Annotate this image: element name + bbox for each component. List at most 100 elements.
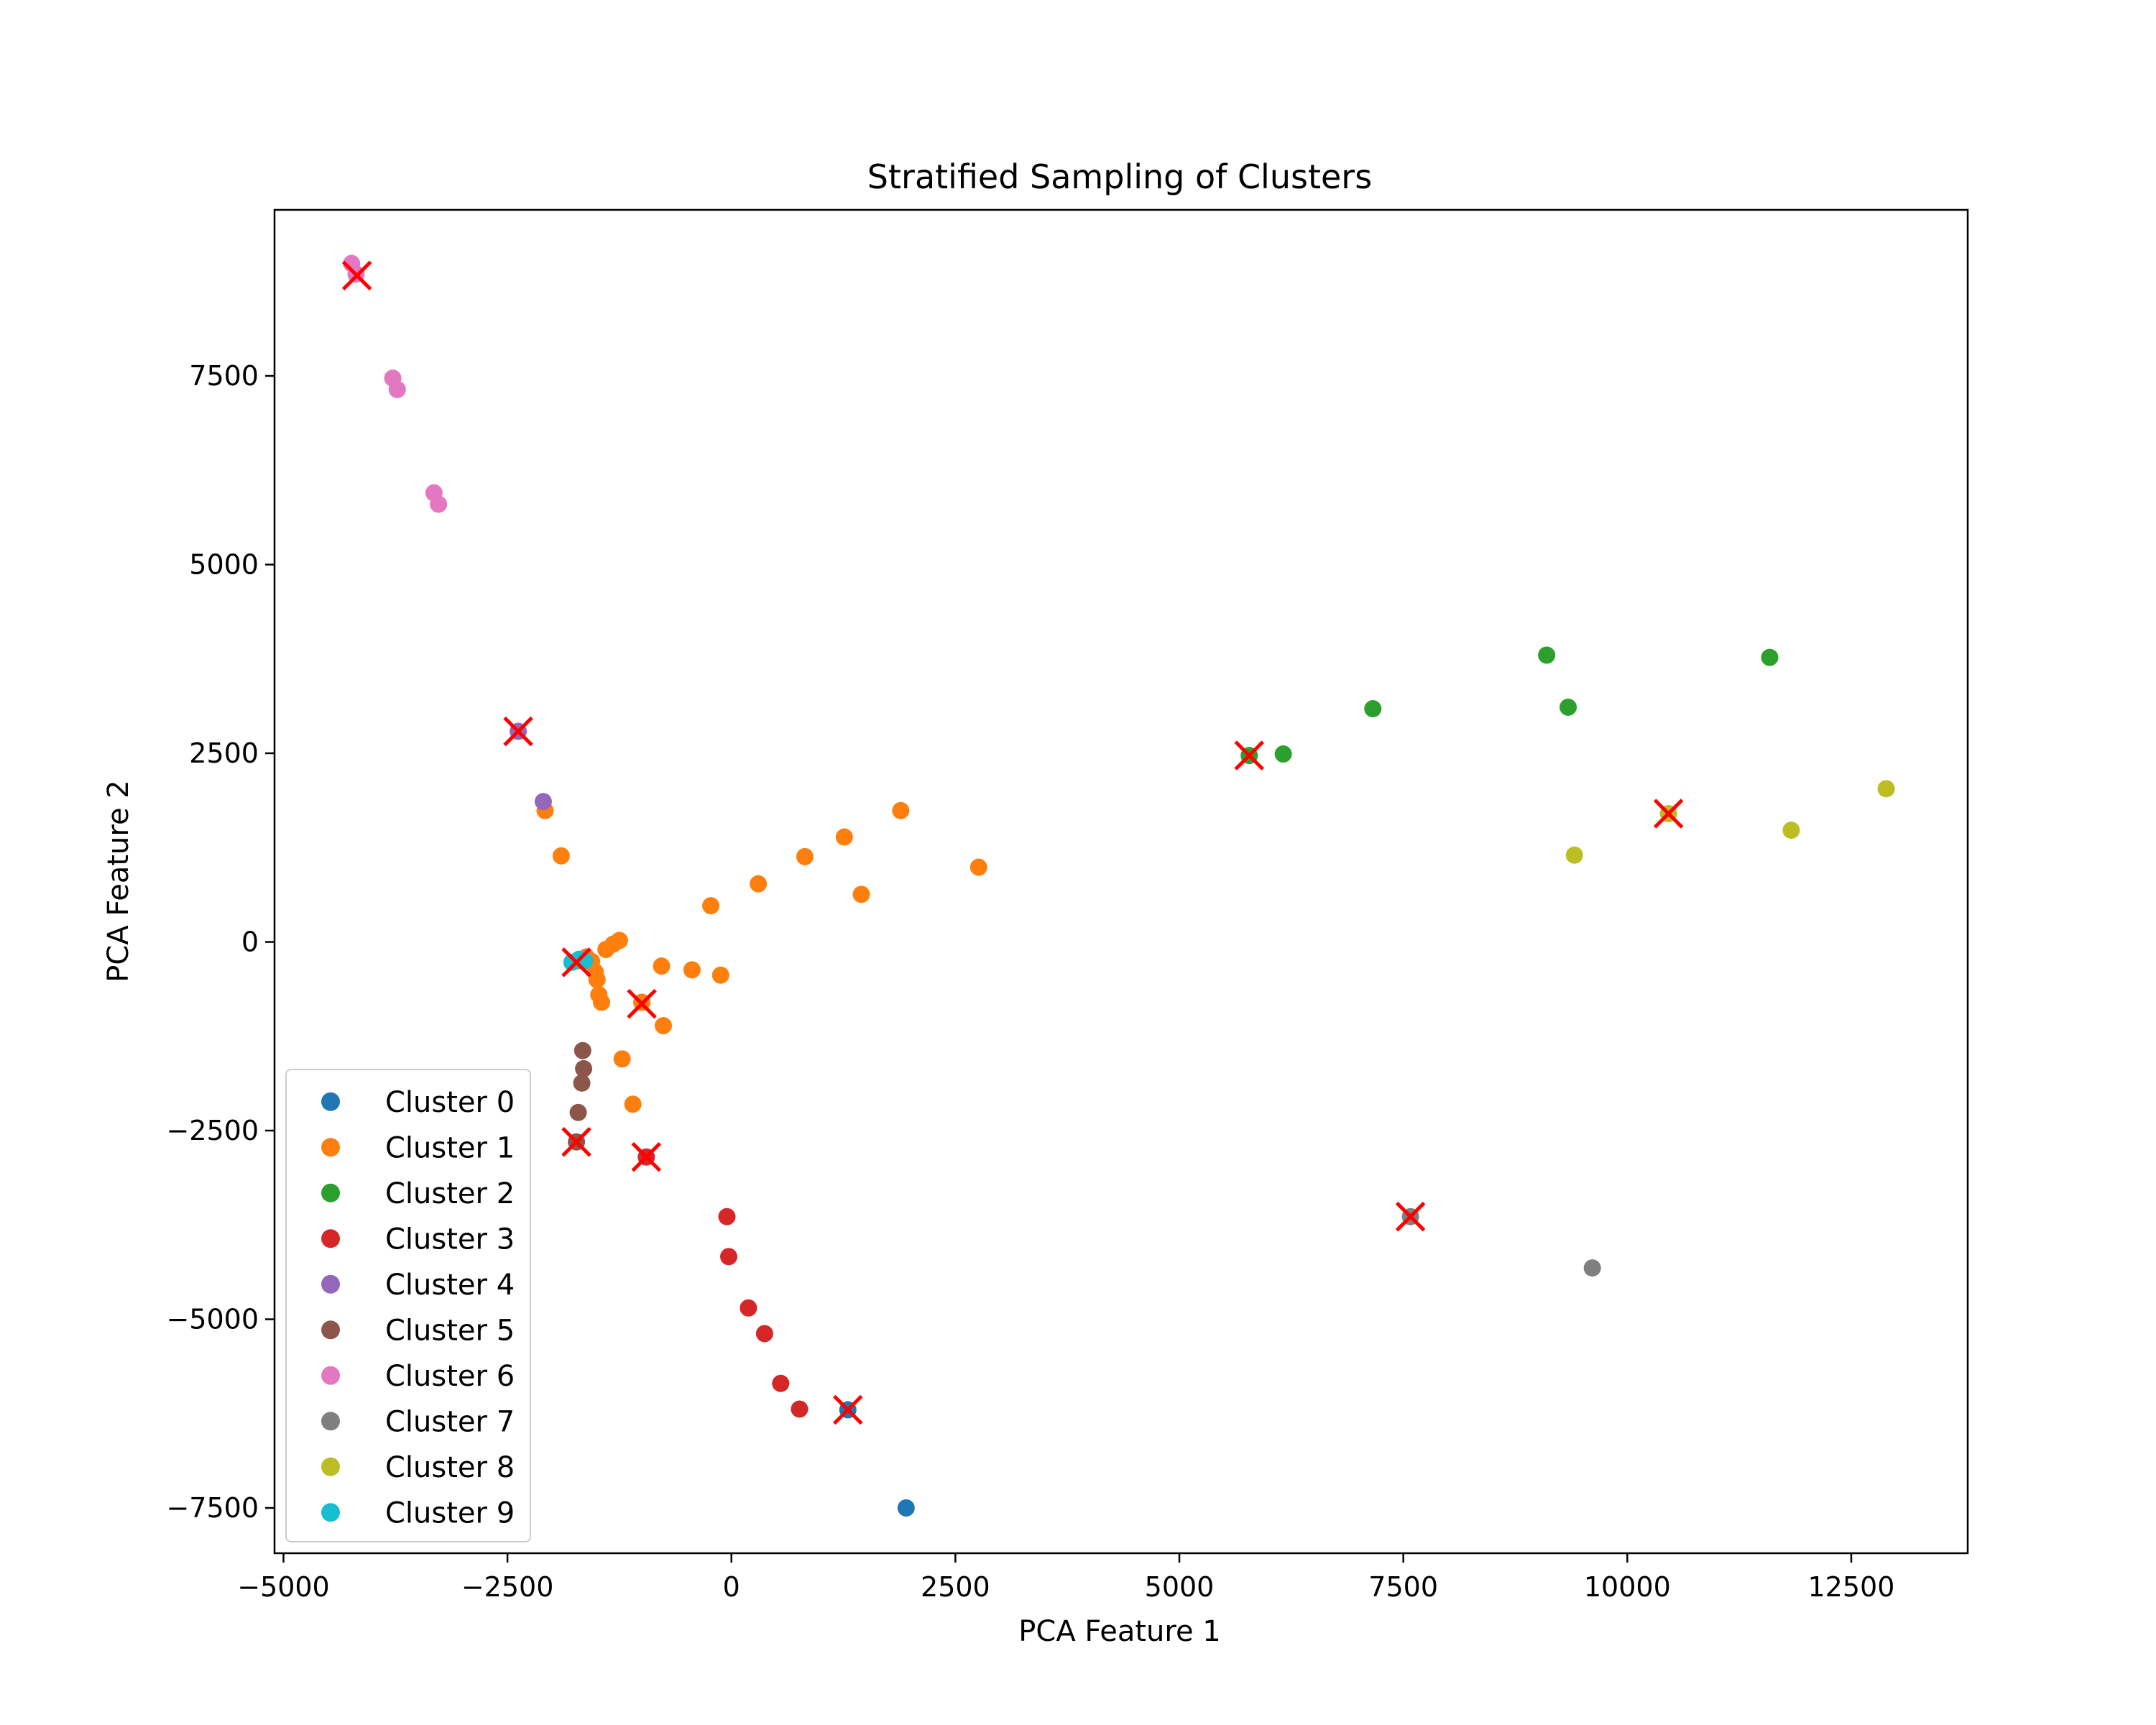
point-cluster-1-24 xyxy=(892,801,910,819)
point-cluster-1-8 xyxy=(592,993,610,1011)
sampled-x-marker-9 xyxy=(1653,799,1684,829)
sampled-markers xyxy=(341,260,1684,1425)
point-cluster-1-11 xyxy=(610,932,628,949)
legend-marker xyxy=(321,1274,340,1294)
point-cluster-2-1 xyxy=(1274,745,1292,763)
point-cluster-8-3 xyxy=(1877,780,1895,798)
y-tick-label: 5000 xyxy=(189,549,259,581)
legend-label: Cluster 4 xyxy=(385,1269,515,1302)
x-tick-label: 10000 xyxy=(1584,1571,1671,1603)
legend-marker xyxy=(321,1183,340,1202)
legend-marker xyxy=(321,1229,340,1248)
legend-marker xyxy=(321,1138,340,1157)
point-cluster-1-20 xyxy=(750,875,768,893)
legend-item: Cluster 8 xyxy=(321,1451,515,1484)
point-cluster-3-5 xyxy=(791,1400,808,1418)
point-cluster-5-1 xyxy=(575,1059,593,1077)
sampled-x-marker-0 xyxy=(341,260,372,291)
y-axis-label: PCA Feature 2 xyxy=(102,780,135,982)
point-cluster-1-22 xyxy=(835,828,853,846)
x-tick-label: −2500 xyxy=(461,1571,554,1603)
point-cluster-1-16 xyxy=(655,1017,673,1035)
point-cluster-7-1 xyxy=(1583,1259,1601,1277)
point-cluster-8-2 xyxy=(1782,822,1800,840)
legend-item: Cluster 1 xyxy=(321,1131,515,1164)
point-cluster-1-18 xyxy=(702,897,720,915)
point-cluster-1-25 xyxy=(969,858,987,876)
legend-marker xyxy=(321,1092,340,1111)
legend-marker xyxy=(321,1457,340,1476)
x-tick-label: 2500 xyxy=(921,1571,990,1603)
point-cluster-2-5 xyxy=(1761,648,1779,666)
legend-label: Cluster 3 xyxy=(385,1223,515,1256)
point-cluster-1-13 xyxy=(624,1095,642,1113)
point-cluster-1-19 xyxy=(711,966,729,984)
point-cluster-1-6 xyxy=(588,971,606,988)
legend-label: Cluster 1 xyxy=(385,1131,515,1164)
y-tick-label: −5000 xyxy=(166,1304,259,1335)
legend-item: Cluster 5 xyxy=(321,1314,515,1347)
y-axis-ticks: −7500 −5000 −2500 0 2500 5000 7500 xyxy=(166,360,275,1524)
legend-label: Cluster 9 xyxy=(385,1496,515,1530)
point-cluster-1-15 xyxy=(653,957,671,975)
legend-item: Cluster 4 xyxy=(321,1269,515,1302)
point-cluster-3-2 xyxy=(740,1299,757,1317)
legend-label: Cluster 2 xyxy=(385,1177,515,1210)
y-tick-label: −7500 xyxy=(166,1492,259,1524)
point-cluster-1-23 xyxy=(852,886,870,903)
legend-item: Cluster 6 xyxy=(321,1360,515,1393)
point-cluster-6-5 xyxy=(430,495,448,513)
point-cluster-3-4 xyxy=(772,1374,790,1392)
sampled-x-marker-1 xyxy=(503,716,533,747)
x-tick-label: 5000 xyxy=(1145,1571,1215,1603)
plot-marks xyxy=(341,254,1895,1517)
legend-item: Cluster 2 xyxy=(321,1177,515,1210)
point-cluster-8-0 xyxy=(1565,846,1583,864)
x-tick-label: 0 xyxy=(723,1571,740,1603)
sampled-x-marker-5 xyxy=(631,1141,662,1172)
legend-item: Cluster 3 xyxy=(321,1223,515,1256)
point-cluster-4-1 xyxy=(534,793,552,811)
y-tick-label: −2500 xyxy=(166,1115,259,1146)
plot-frame xyxy=(273,208,1969,1555)
sampled-x-marker-4 xyxy=(561,1126,591,1157)
point-cluster-2-2 xyxy=(1364,700,1382,718)
point-cluster-5-0 xyxy=(573,1041,591,1059)
point-cluster-2-3 xyxy=(1538,646,1556,664)
legend-marker xyxy=(321,1503,340,1522)
sampled-x-marker-3 xyxy=(627,988,657,1019)
legend-item: Cluster 7 xyxy=(321,1405,515,1438)
sampled-x-marker-2 xyxy=(561,947,591,978)
y-tick-label: 0 xyxy=(241,926,259,958)
x-axis-label: PCA Feature 1 xyxy=(1018,1615,1220,1648)
legend-label: Cluster 6 xyxy=(385,1360,515,1393)
point-cluster-3-1 xyxy=(720,1248,738,1266)
point-cluster-3-3 xyxy=(755,1325,773,1343)
point-cluster-5-3 xyxy=(569,1103,587,1121)
point-cluster-1-21 xyxy=(796,847,814,865)
x-tick-label: 7500 xyxy=(1368,1571,1438,1603)
legend-label: Cluster 5 xyxy=(385,1314,515,1347)
legend-marker xyxy=(321,1320,340,1340)
x-tick-label: −5000 xyxy=(237,1571,330,1603)
legend-label: Cluster 0 xyxy=(385,1086,515,1119)
sampled-x-marker-8 xyxy=(1395,1201,1426,1232)
sampled-x-marker-7 xyxy=(1234,740,1265,770)
point-cluster-2-4 xyxy=(1560,698,1577,716)
chart-title: Stratified Sampling of Clusters xyxy=(867,157,1372,196)
point-cluster-3-0 xyxy=(718,1208,736,1225)
sampled-x-marker-6 xyxy=(833,1394,863,1425)
point-cluster-6-3 xyxy=(388,380,406,398)
point-cluster-1-12 xyxy=(613,1050,631,1068)
legend-label: Cluster 7 xyxy=(385,1405,515,1438)
point-cluster-5-2 xyxy=(573,1074,591,1092)
x-tick-label: 12500 xyxy=(1808,1571,1895,1603)
legend-marker xyxy=(321,1412,340,1431)
legend: Cluster 0 Cluster 1 Cluster 2 Cluster 3 Clus… xyxy=(285,1069,531,1542)
point-cluster-1-17 xyxy=(683,961,701,979)
y-tick-label: 2500 xyxy=(189,737,259,769)
x-axis-ticks: −5000 −2500 0 2500 5000 7500 10000 12500 xyxy=(237,1553,1894,1603)
point-cluster-1-1 xyxy=(552,847,570,865)
legend-item: Cluster 0 xyxy=(321,1086,515,1119)
